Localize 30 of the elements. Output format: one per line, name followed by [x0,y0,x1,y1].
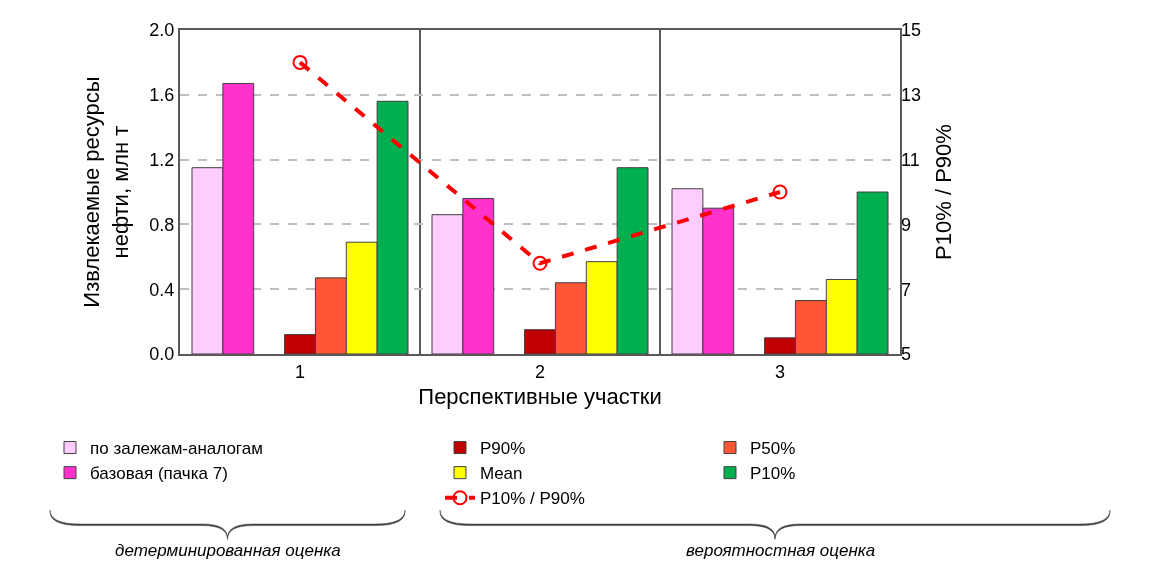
x-tick-label: 1 [294,361,306,382]
y2-tick-label: 15 [901,20,922,41]
y-tick-label: 0.4 [149,279,175,300]
legend-label: по залежам-аналогам [90,439,263,459]
y2-tick-label: 5 [901,344,912,365]
y2-tick-label: 9 [901,214,912,235]
legend-label: P10% [750,464,796,484]
x-tick-label: 3 [774,361,786,382]
legend-label: Mean [480,464,523,484]
legend-label: P50% [750,439,796,459]
legend-label: базовая (пачка 7) [90,464,228,484]
legend-label: P10% / P90% [480,489,585,509]
point [292,54,308,70]
y2-axis-title: P10% / P90% [930,124,956,260]
y-tick-label: 2.0 [149,20,175,41]
y-axis-title: Извлекаемые ресурсы нефти, млн т [79,76,133,308]
x-tick-label: 2 [534,361,546,382]
x-axis-title: Перспективные участки [418,384,662,409]
legend-label: P90% [480,439,526,459]
y2-tick-label: 11 [901,149,920,170]
point [772,184,788,200]
y-tick-label: 1.6 [149,85,175,106]
text: вероятностная оценка [686,541,876,560]
y-tick-label: 0.8 [149,214,175,235]
y-tick-label: 1.2 [149,149,175,170]
y-tick-label: 0.0 [149,344,175,365]
point [532,255,548,271]
text: детерминированная оценка [115,541,341,560]
y2-tick-label: 7 [901,279,912,300]
y2-tick-label: 13 [901,85,922,106]
